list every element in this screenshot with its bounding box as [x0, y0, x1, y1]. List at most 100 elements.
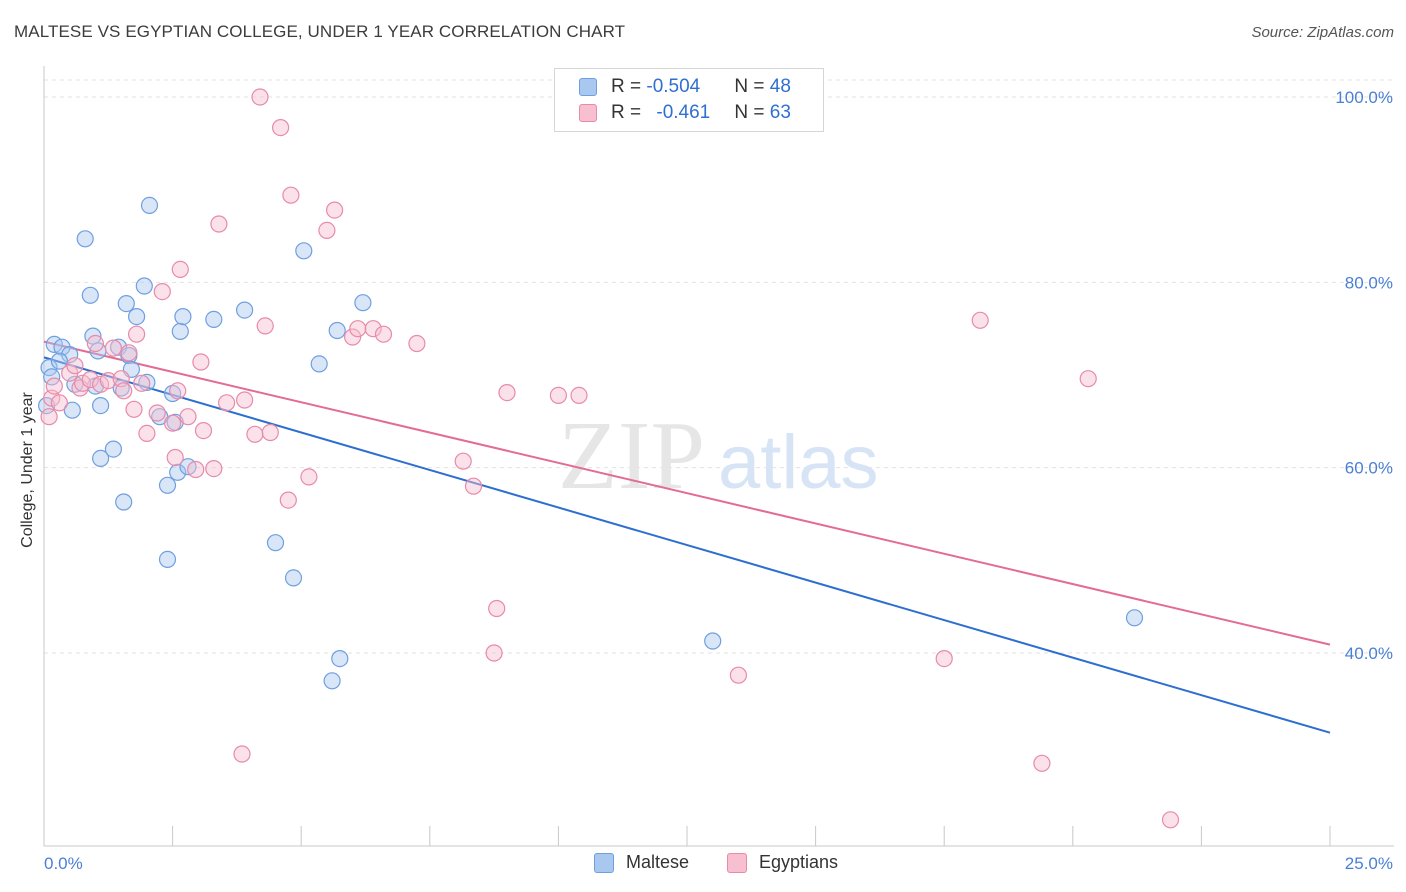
egyptians-point [935, 649, 953, 668]
egyptians-point [251, 88, 269, 106]
egyptians-point [279, 491, 297, 509]
egyptians-point [485, 644, 503, 662]
egyptians-point [187, 460, 205, 479]
maltese-point [174, 308, 192, 326]
egyptians-point [570, 386, 588, 404]
maltese-legend-swatch [594, 852, 614, 873]
egyptians-point [549, 386, 568, 404]
x-tick-label: 0.0% [44, 854, 83, 873]
egyptians-point [1079, 370, 1097, 388]
maltese-point [158, 550, 177, 569]
egyptians-legend-swatch [727, 852, 747, 873]
egyptians-swatch [579, 104, 597, 122]
egyptians-point [210, 215, 228, 233]
egyptians-point [50, 394, 69, 412]
y-tick-label: 80.0% [1345, 273, 1393, 292]
maltese-point [323, 672, 341, 690]
maltese-point [91, 449, 110, 467]
egyptians-point [115, 382, 133, 400]
egyptians-point [66, 357, 84, 375]
x-tick-label: 25.0% [1345, 854, 1393, 873]
r-value: -0.504 [646, 76, 701, 97]
egyptians-point [256, 317, 274, 335]
egyptians-point [148, 404, 166, 422]
n-value: 48 [769, 76, 791, 97]
egyptians-point [138, 424, 156, 442]
egyptians-point [169, 382, 187, 400]
egyptians-point [205, 460, 223, 478]
egyptians-point [318, 221, 336, 239]
maltese-point [164, 384, 182, 403]
maltese-point [236, 301, 254, 319]
maltese-point [205, 310, 223, 328]
egyptians-trend-line [43, 340, 1331, 646]
egyptians-point [233, 745, 251, 763]
egyptians-point [99, 372, 117, 390]
maltese-point [104, 440, 123, 458]
egyptians-point [120, 344, 138, 362]
maltese-swatch [579, 78, 597, 96]
maltese-point [354, 294, 372, 312]
egyptians-point [272, 118, 290, 137]
maltese-point [328, 321, 346, 340]
r-label: R = [611, 102, 647, 123]
watermark: ZIP atlas [558, 402, 879, 510]
egyptians-point [349, 320, 367, 338]
maltese-point [112, 379, 130, 397]
maltese-point [266, 534, 285, 552]
source-credit: Source: ZipAtlas.com [1251, 24, 1394, 41]
legend-row-egyptians: R = -0.461 N = 63 [579, 102, 791, 124]
maltese-point [284, 569, 303, 587]
egyptians-point [261, 423, 279, 442]
maltese-point [169, 463, 187, 481]
maltese-point [135, 277, 153, 295]
egyptians-point [971, 311, 989, 329]
egyptians-point [464, 477, 483, 495]
egyptians-point [125, 400, 143, 418]
maltese-point [1125, 609, 1144, 627]
maltese-point [91, 397, 110, 415]
egyptians-point [86, 334, 105, 353]
egyptians-point [408, 334, 426, 353]
watermark-zip: ZIP [558, 402, 705, 510]
maltese-point [331, 649, 349, 668]
maltese-trend-line [43, 356, 1331, 734]
maltese-point [61, 346, 79, 364]
egyptians-point [153, 283, 171, 301]
n-value: 63 [769, 102, 791, 123]
legend-item-maltese[interactable]: Maltese [594, 852, 689, 873]
legend-item-egyptians[interactable]: Egyptians [727, 852, 838, 873]
egyptians-point [326, 201, 344, 219]
egyptians-point [374, 325, 393, 343]
egyptians-point [179, 408, 197, 426]
n-label: N = [734, 102, 770, 123]
chart-title: MALTESE VS EGYPTIAN COLLEGE, UNDER 1 YEA… [14, 22, 626, 41]
egyptians-point [171, 260, 189, 278]
egyptians-point [192, 353, 210, 371]
data-points [37, 88, 1180, 829]
egyptians-point [40, 408, 58, 426]
legend-row-maltese: R = -0.504 N = 48 [579, 76, 791, 98]
egyptians-point [128, 325, 146, 343]
maltese-point [295, 242, 313, 260]
egyptians-point [454, 452, 472, 470]
egyptians-point [300, 468, 318, 486]
maltese-point [81, 286, 99, 304]
egyptians-point [133, 374, 151, 392]
maltese-point [138, 373, 156, 391]
stats-legend: R = -0.504 N = 48 R = -0.461 N = 63 [554, 68, 824, 132]
gridlines [44, 79, 1394, 654]
maltese-point [50, 352, 69, 370]
r-label: R = [611, 76, 647, 97]
maltese-point [115, 493, 133, 511]
egyptians-point [246, 425, 264, 443]
egyptians-point [729, 666, 748, 684]
egyptians-point [194, 422, 213, 440]
r-value: -0.461 [656, 102, 711, 123]
axes [43, 66, 1394, 847]
egyptians-point [236, 391, 254, 409]
egyptians-legend-label: Egyptians [759, 852, 839, 872]
egyptians-point [498, 384, 516, 402]
egyptians-point [364, 320, 382, 338]
